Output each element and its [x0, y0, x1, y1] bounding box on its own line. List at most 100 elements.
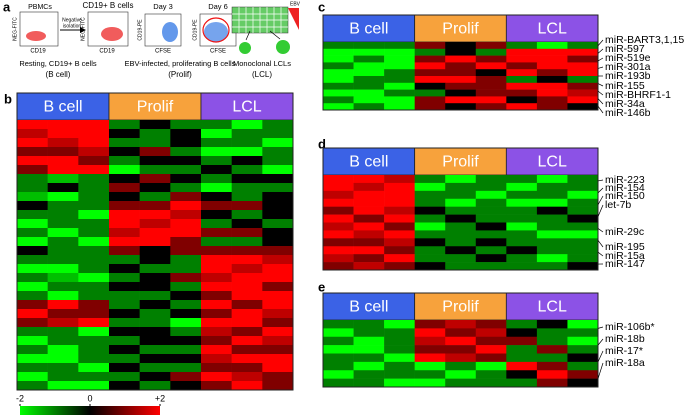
heatmap-cell: [536, 182, 568, 192]
heatmap-cell: [78, 192, 110, 202]
heatmap-cell: [475, 378, 507, 388]
row-label: miR-155: [605, 80, 645, 92]
panel-a-text: isolation: [63, 23, 82, 29]
heatmap-cell: [353, 222, 385, 231]
scale-tick-label: 0: [87, 393, 92, 403]
heatmap-cell: [414, 230, 446, 239]
heatmap-cell: [17, 192, 48, 202]
heatmap-cell: [231, 165, 263, 175]
heatmap-cell: [47, 183, 79, 193]
heatmap-cell: [384, 246, 415, 255]
heatmap-cell: [414, 262, 446, 271]
heatmap-cell: [139, 228, 171, 238]
heatmap-cell: [506, 89, 538, 97]
panel-label: b: [4, 91, 12, 106]
heatmap-cell: [231, 363, 263, 373]
heatmap-cell: [384, 238, 415, 247]
group-header: [414, 147, 507, 176]
heatmap-cell: [201, 120, 232, 130]
panel-a-text: CD19+ B cells: [83, 1, 134, 10]
heatmap-cell: [414, 62, 446, 70]
heatmap-cell: [506, 103, 538, 111]
heatmap-cell: [231, 264, 263, 274]
heatmap-cell: [567, 190, 599, 200]
group-label: LCL: [537, 21, 566, 38]
heatmap-cell: [506, 378, 538, 388]
heatmap-cell: [47, 147, 79, 157]
heatmap-cell: [475, 96, 507, 104]
heatmap-cell: [384, 262, 415, 271]
heatmap-cell: [475, 69, 507, 77]
row-label: miR-223: [605, 174, 645, 186]
heatmap-cell: [78, 282, 110, 292]
heatmap-cell: [231, 228, 263, 238]
heatmap-cell: [506, 222, 538, 231]
heatmap-cell: [506, 361, 538, 371]
heatmap-cell: [139, 336, 171, 346]
heatmap-cell: [536, 55, 568, 63]
heatmap-cell: [109, 147, 140, 157]
heatmap-frame: [16, 92, 294, 391]
heatmap-cell: [109, 336, 140, 346]
heatmap-cell: [323, 103, 354, 111]
heatmap-cell: [231, 282, 263, 292]
row-label: miR-147: [605, 258, 645, 270]
heatmap-cell: [201, 228, 232, 238]
heatmap-cell: [17, 273, 48, 283]
group-header: [414, 14, 507, 43]
heatmap-cell: [17, 345, 48, 355]
heatmap-cell: [78, 300, 110, 310]
heatmap-cell: [78, 183, 110, 193]
heatmap-cell: [170, 354, 202, 364]
group-label: LCL: [537, 154, 566, 171]
heatmap-cell: [262, 237, 294, 247]
heatmap-cell: [536, 246, 568, 255]
heatmap-cell: [353, 76, 385, 84]
heatmap-cell: [414, 198, 446, 207]
heatmap-cell: [567, 254, 599, 263]
heatmap-cell: [47, 282, 79, 292]
heatmap-cell: [109, 201, 140, 211]
heatmap-cell: [323, 222, 354, 231]
heatmap-cell: [536, 89, 568, 97]
label-connector: [597, 90, 604, 96]
heatmap-cell: [353, 62, 385, 70]
heatmap-cell: [78, 147, 110, 157]
heatmap-cell: [353, 345, 385, 354]
heatmap-cell: [47, 354, 79, 364]
heatmap-cell: [384, 361, 415, 371]
heatmap-cell: [384, 48, 415, 56]
label-connector: [597, 204, 604, 217]
heatmap-cell: [170, 282, 202, 292]
heatmap-cell: [17, 318, 48, 328]
heatmap-cell: [17, 282, 48, 292]
heatmap-cell: [78, 327, 110, 337]
heatmap-cell: [109, 381, 140, 391]
heatmap-cell: [384, 378, 415, 388]
heatmap-cell: [139, 273, 171, 283]
label-connector: [597, 240, 604, 248]
heatmap-cell: [201, 345, 232, 355]
heatmap-cell: [384, 190, 415, 200]
label-connector: [597, 350, 604, 363]
heatmap-cell: [567, 175, 599, 184]
ebv-gradient: [288, 8, 299, 30]
heatmap-cell: [384, 182, 415, 192]
heatmap-cell: [567, 328, 599, 338]
row-label: miR-BHRF1-1: [605, 89, 671, 101]
heatmap-cell: [47, 156, 79, 166]
heatmap-cell: [17, 336, 48, 346]
heatmap-cell: [384, 42, 415, 50]
heatmap-cell: [47, 318, 79, 328]
group-label: B cell: [43, 99, 82, 116]
group-label: B cell: [349, 21, 388, 38]
row-label: miR-146b: [605, 107, 651, 119]
heatmap-cell: [353, 230, 385, 239]
heatmap-cell: [170, 147, 202, 157]
heatmap-cell: [17, 129, 48, 139]
heatmap-cell: [17, 300, 48, 310]
heatmap-cell: [414, 69, 446, 77]
heatmap-cell: [231, 354, 263, 364]
heatmap-cell: [475, 246, 507, 255]
heatmap-cell: [475, 103, 507, 111]
